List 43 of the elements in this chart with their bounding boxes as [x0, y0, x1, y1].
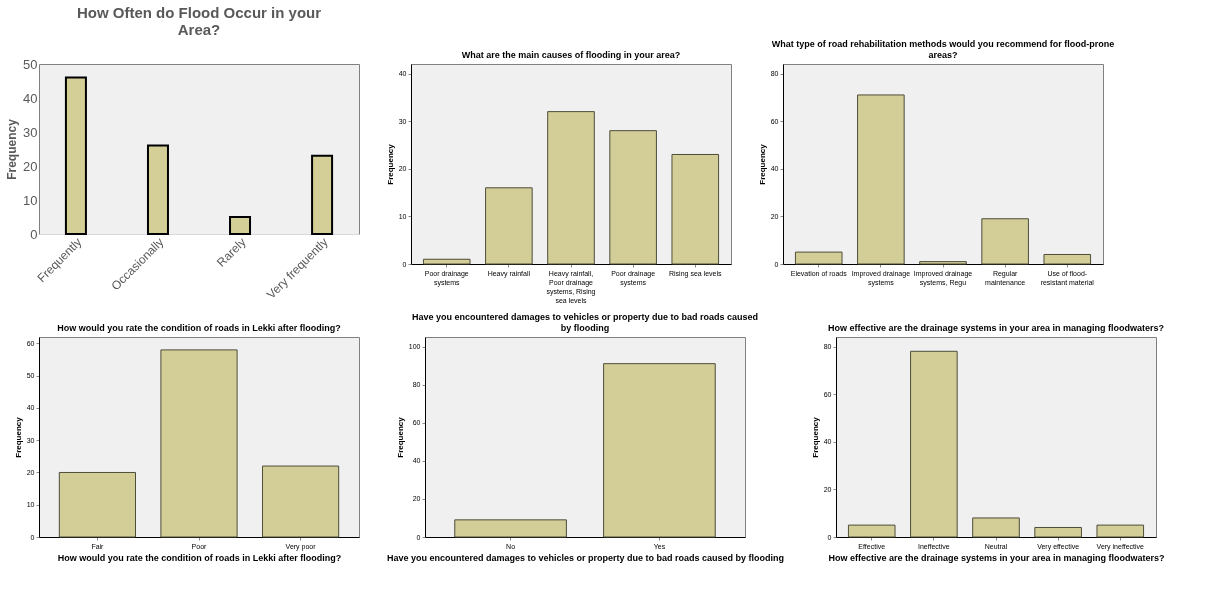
- bar: [1043, 253, 1092, 265]
- y-axis-title: Frequency: [757, 143, 767, 185]
- y-axis-title: Frequency: [5, 118, 20, 180]
- y-axis-title: Frequency: [13, 416, 23, 458]
- y-axis-title: Frequency: [810, 416, 820, 458]
- chart-title: Have you encountered damages to vehicles or property due to bad roads caused by flooding: [411, 312, 759, 333]
- bar: [547, 111, 595, 265]
- bar: [972, 517, 1020, 538]
- y-axis-title: Frequency: [385, 143, 395, 185]
- chart-title: How effective are the drainage systems in your area in managing floodwaters?: [827, 323, 1165, 333]
- y-tick-label: 20: [23, 158, 38, 174]
- chart-title: How would you rate the condition of roads in Lekki after flooding?: [57, 323, 341, 333]
- bar: [671, 153, 720, 265]
- y-tick-label: 10: [23, 192, 38, 208]
- bar: [910, 350, 958, 538]
- bar: [64, 76, 87, 235]
- bar: [609, 130, 657, 265]
- y-tick-label: 0: [30, 226, 38, 242]
- bar: [847, 524, 896, 538]
- bar: [857, 94, 905, 265]
- bar: [794, 251, 843, 265]
- x-axis-title: How effective are the drainage systems in your area in managing floodwaters?: [828, 552, 1165, 563]
- bar: [981, 218, 1029, 265]
- bar: [58, 471, 137, 538]
- bar: [919, 261, 967, 265]
- x-axis-title: Have you encountered damages to vehicles or property due to bad roads caused by flooding: [386, 552, 785, 563]
- x-axis-title: How would you rate the condition of roads in Lekki after flooding?: [57, 552, 342, 563]
- bar: [1096, 524, 1145, 538]
- chart-title: What type of road rehabilitation methods would you recommend for flood-prone areas?: [771, 39, 1115, 60]
- chart-title: What are the main causes of flooding in your area?: [461, 50, 681, 60]
- bar: [261, 465, 340, 538]
- y-tick-label: 40: [23, 90, 38, 106]
- bar: [146, 144, 169, 235]
- bar: [160, 349, 238, 538]
- bar: [422, 258, 471, 265]
- chart-title: How Often do Flood Occur in your Area?: [76, 4, 322, 38]
- y-tick-label: 30: [23, 124, 38, 140]
- bar: [485, 187, 533, 265]
- bar: [1034, 526, 1082, 538]
- y-tick-label: 50: [23, 56, 38, 72]
- bar: [311, 154, 334, 235]
- bar: [229, 216, 252, 235]
- y-axis-title: Frequency: [395, 416, 405, 458]
